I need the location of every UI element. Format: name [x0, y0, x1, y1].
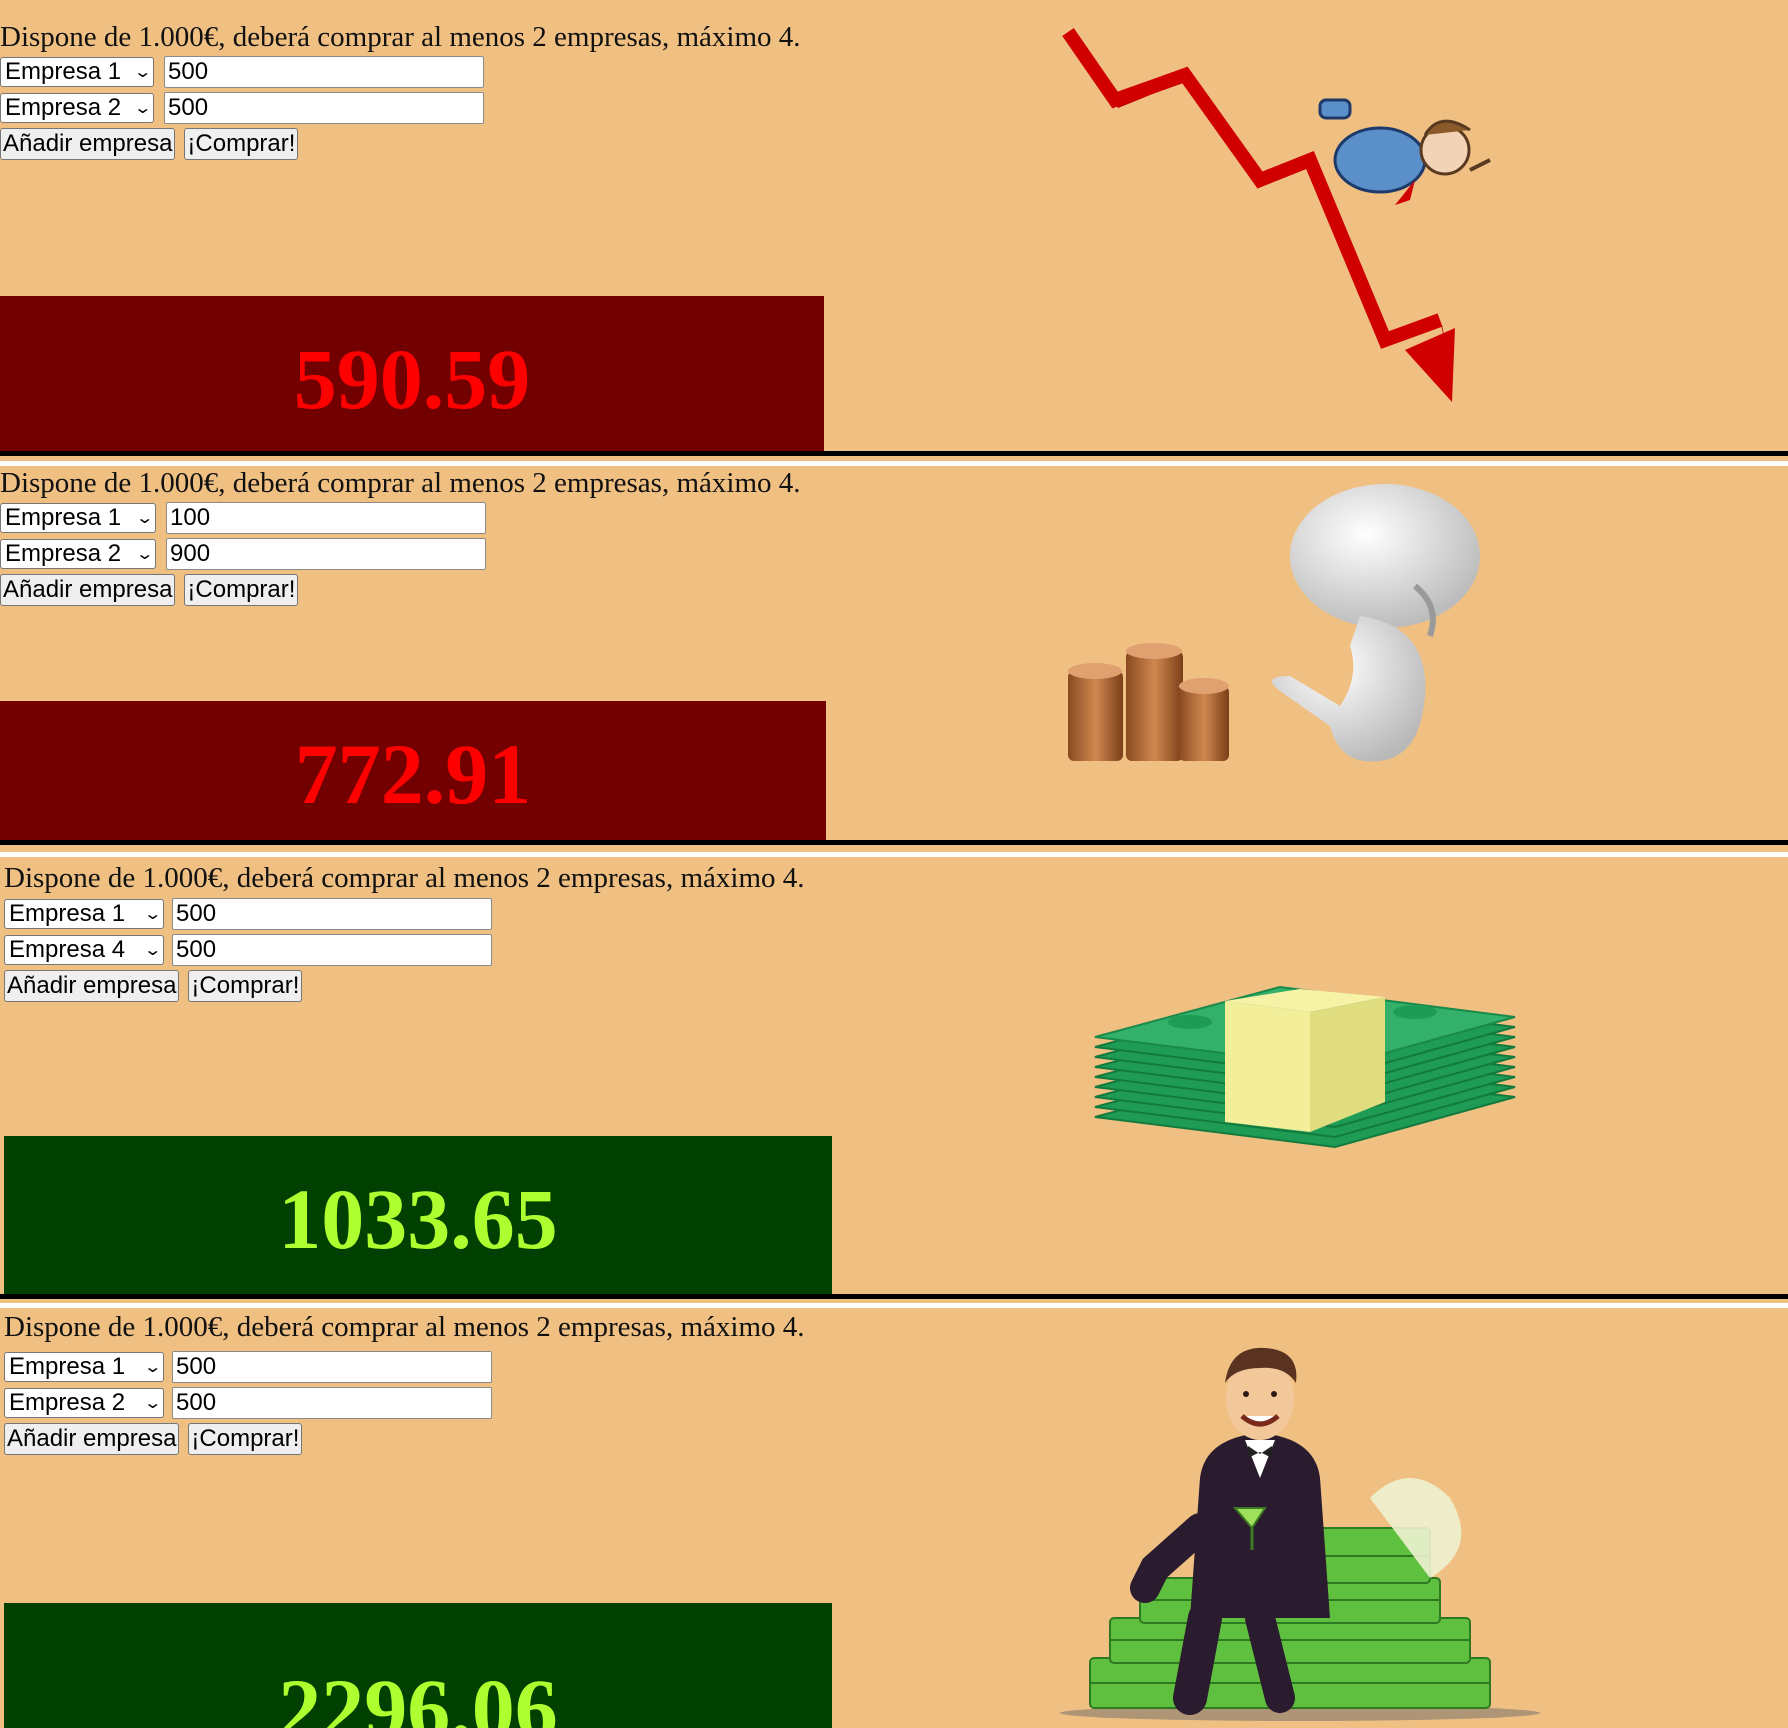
- result-box: 2296.06: [4, 1603, 832, 1728]
- company-select[interactable]: Empresa 2 ⌄: [0, 93, 154, 123]
- add-company-button[interactable]: Añadir empresa: [0, 128, 176, 160]
- company-row-1: Empresa 1 ⌄ 100: [0, 502, 486, 534]
- company-select[interactable]: Empresa 1 ⌄: [4, 899, 164, 929]
- action-row: Añadir empresa ¡Comprar!: [0, 128, 299, 160]
- amount-input[interactable]: 100: [166, 502, 486, 534]
- company-row-2: Empresa 2 ⌄ 900: [0, 538, 486, 570]
- panel-divider: [0, 1294, 1788, 1299]
- amount-input[interactable]: 500: [164, 56, 484, 88]
- company-select[interactable]: Empresa 1 ⌄: [4, 1352, 164, 1382]
- chevron-down-icon: ⌄: [132, 100, 152, 117]
- amount-input[interactable]: 500: [172, 1351, 492, 1383]
- amount-input[interactable]: 500: [164, 92, 484, 124]
- money-stack-icon: [1094, 985, 1516, 1149]
- company-row-2: Empresa 2 ⌄ 500: [0, 92, 484, 124]
- result-box: 772.91: [0, 701, 826, 841]
- buy-button[interactable]: ¡Comprar!: [184, 574, 299, 606]
- panel-divider: [0, 451, 1788, 456]
- rich-man-on-money-icon: [1060, 1347, 1540, 1721]
- result-value: 590.59: [293, 331, 531, 427]
- buy-button[interactable]: ¡Comprar!: [184, 128, 299, 160]
- instructions-text: Dispone de 1.000€, deberá comprar al men…: [4, 1311, 805, 1343]
- result-box: 1033.65: [4, 1136, 832, 1294]
- panel-divider: [0, 840, 1788, 845]
- coins-thinking-figure-icon: [1068, 484, 1480, 762]
- chevron-down-icon: ⌄: [134, 546, 154, 563]
- game-panel-2: Dispone de 1.000€, deberá comprar al men…: [0, 466, 1788, 852]
- result-value: 772.91: [294, 726, 532, 822]
- company-select[interactable]: Empresa 1 ⌄: [0, 503, 156, 533]
- amount-input[interactable]: 500: [172, 934, 492, 966]
- game-panel-4: Dispone de 1.000€, deberá comprar al men…: [0, 1308, 1788, 1728]
- instructions-text: Dispone de 1.000€, deberá comprar al men…: [0, 467, 801, 499]
- action-row: Añadir empresa ¡Comprar!: [4, 1423, 303, 1455]
- chevron-down-icon: ⌄: [142, 942, 162, 959]
- action-row: Añadir empresa ¡Comprar!: [4, 970, 303, 1002]
- company-row-2: Empresa 2 ⌄ 500: [4, 1387, 492, 1419]
- add-company-button[interactable]: Añadir empresa: [4, 1423, 180, 1455]
- chevron-down-icon: ⌄: [142, 906, 162, 923]
- company-select[interactable]: Empresa 1 ⌄: [0, 57, 154, 87]
- company-row-2: Empresa 4 ⌄ 500: [4, 934, 492, 966]
- buy-button[interactable]: ¡Comprar!: [188, 970, 303, 1002]
- company-select[interactable]: Empresa 2 ⌄: [0, 539, 156, 569]
- action-row: Añadir empresa ¡Comprar!: [0, 574, 299, 606]
- amount-input[interactable]: 500: [172, 1387, 492, 1419]
- chevron-down-icon: ⌄: [132, 64, 152, 81]
- company-row-1: Empresa 1 ⌄ 500: [0, 56, 484, 88]
- buy-button[interactable]: ¡Comprar!: [188, 1423, 303, 1455]
- add-company-button[interactable]: Añadir empresa: [4, 970, 180, 1002]
- amount-input[interactable]: 900: [166, 538, 486, 570]
- add-company-button[interactable]: Añadir empresa: [0, 574, 176, 606]
- instructions-text: Dispone de 1.000€, deberá comprar al men…: [4, 862, 805, 894]
- game-panel-1: Dispone de 1.000€, deberá comprar al men…: [0, 0, 1788, 461]
- game-panel-3: Dispone de 1.000€, deberá comprar al men…: [0, 857, 1788, 1303]
- instructions-text: Dispone de 1.000€, deberá comprar al men…: [0, 21, 801, 53]
- amount-input[interactable]: 500: [172, 898, 492, 930]
- chevron-down-icon: ⌄: [142, 1359, 162, 1376]
- result-value: 2296.06: [278, 1661, 558, 1728]
- falling-chart-man-icon: [1062, 28, 1491, 402]
- chevron-down-icon: ⌄: [142, 1395, 162, 1412]
- company-select[interactable]: Empresa 2 ⌄: [4, 1388, 164, 1418]
- company-row-1: Empresa 1 ⌄ 500: [4, 898, 492, 930]
- company-row-1: Empresa 1 ⌄ 500: [4, 1351, 492, 1383]
- result-value: 1033.65: [278, 1171, 558, 1267]
- chevron-down-icon: ⌄: [134, 510, 154, 527]
- company-select[interactable]: Empresa 4 ⌄: [4, 935, 164, 965]
- result-box: 590.59: [0, 296, 824, 454]
